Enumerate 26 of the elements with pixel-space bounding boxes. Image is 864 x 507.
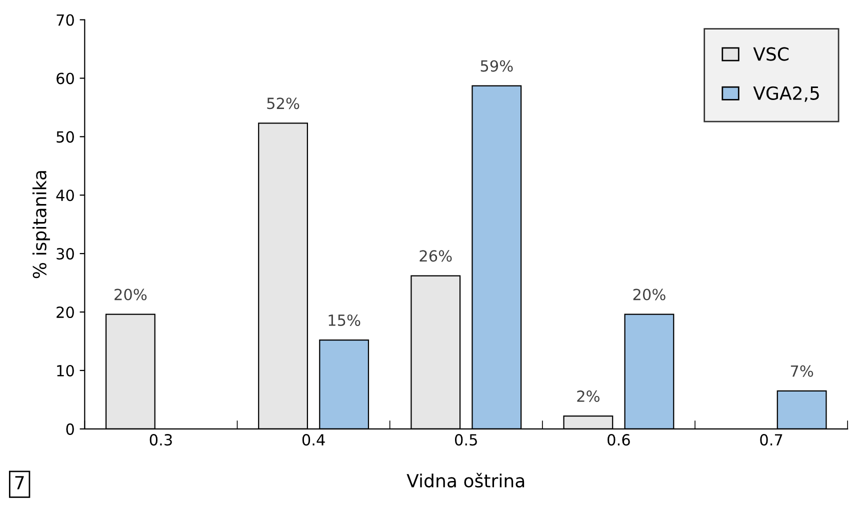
y-tick-label: 30 [56,248,74,260]
y-tick-label: 60 [56,72,74,84]
data-label: 20% [633,288,666,300]
y-tick-label: 70 [56,14,74,26]
y-tick-label: 50 [56,131,74,143]
y-tick-label: 0 [66,423,74,435]
data-label: 2% [577,390,600,402]
data-label: 7% [790,365,814,377]
data-label: 52% [267,98,300,110]
y-tick-label: 20 [56,306,74,318]
data-label: 26% [420,250,452,262]
data-label: 15% [328,314,360,326]
x-tick-label: 0.6 [608,434,630,446]
data-label: 20% [114,288,147,300]
legend-label: VSC [753,47,789,61]
y-tick-label: 10 [57,364,74,376]
x-tick-label: 0.5 [454,434,477,446]
x-tick-label: 0.7 [760,434,782,446]
x-tick-label: 0.3 [150,434,172,446]
legend-label: VGA2,5 [753,86,819,102]
x-axis-title: Vidna oštrina [406,472,524,488]
text: 7 [15,476,24,490]
x-tick-label: 0.4 [302,434,325,446]
data-label: 59% [480,60,513,72]
y-axis-title: % ispitanika [32,171,50,278]
y-tick-label: 40 [56,190,74,202]
